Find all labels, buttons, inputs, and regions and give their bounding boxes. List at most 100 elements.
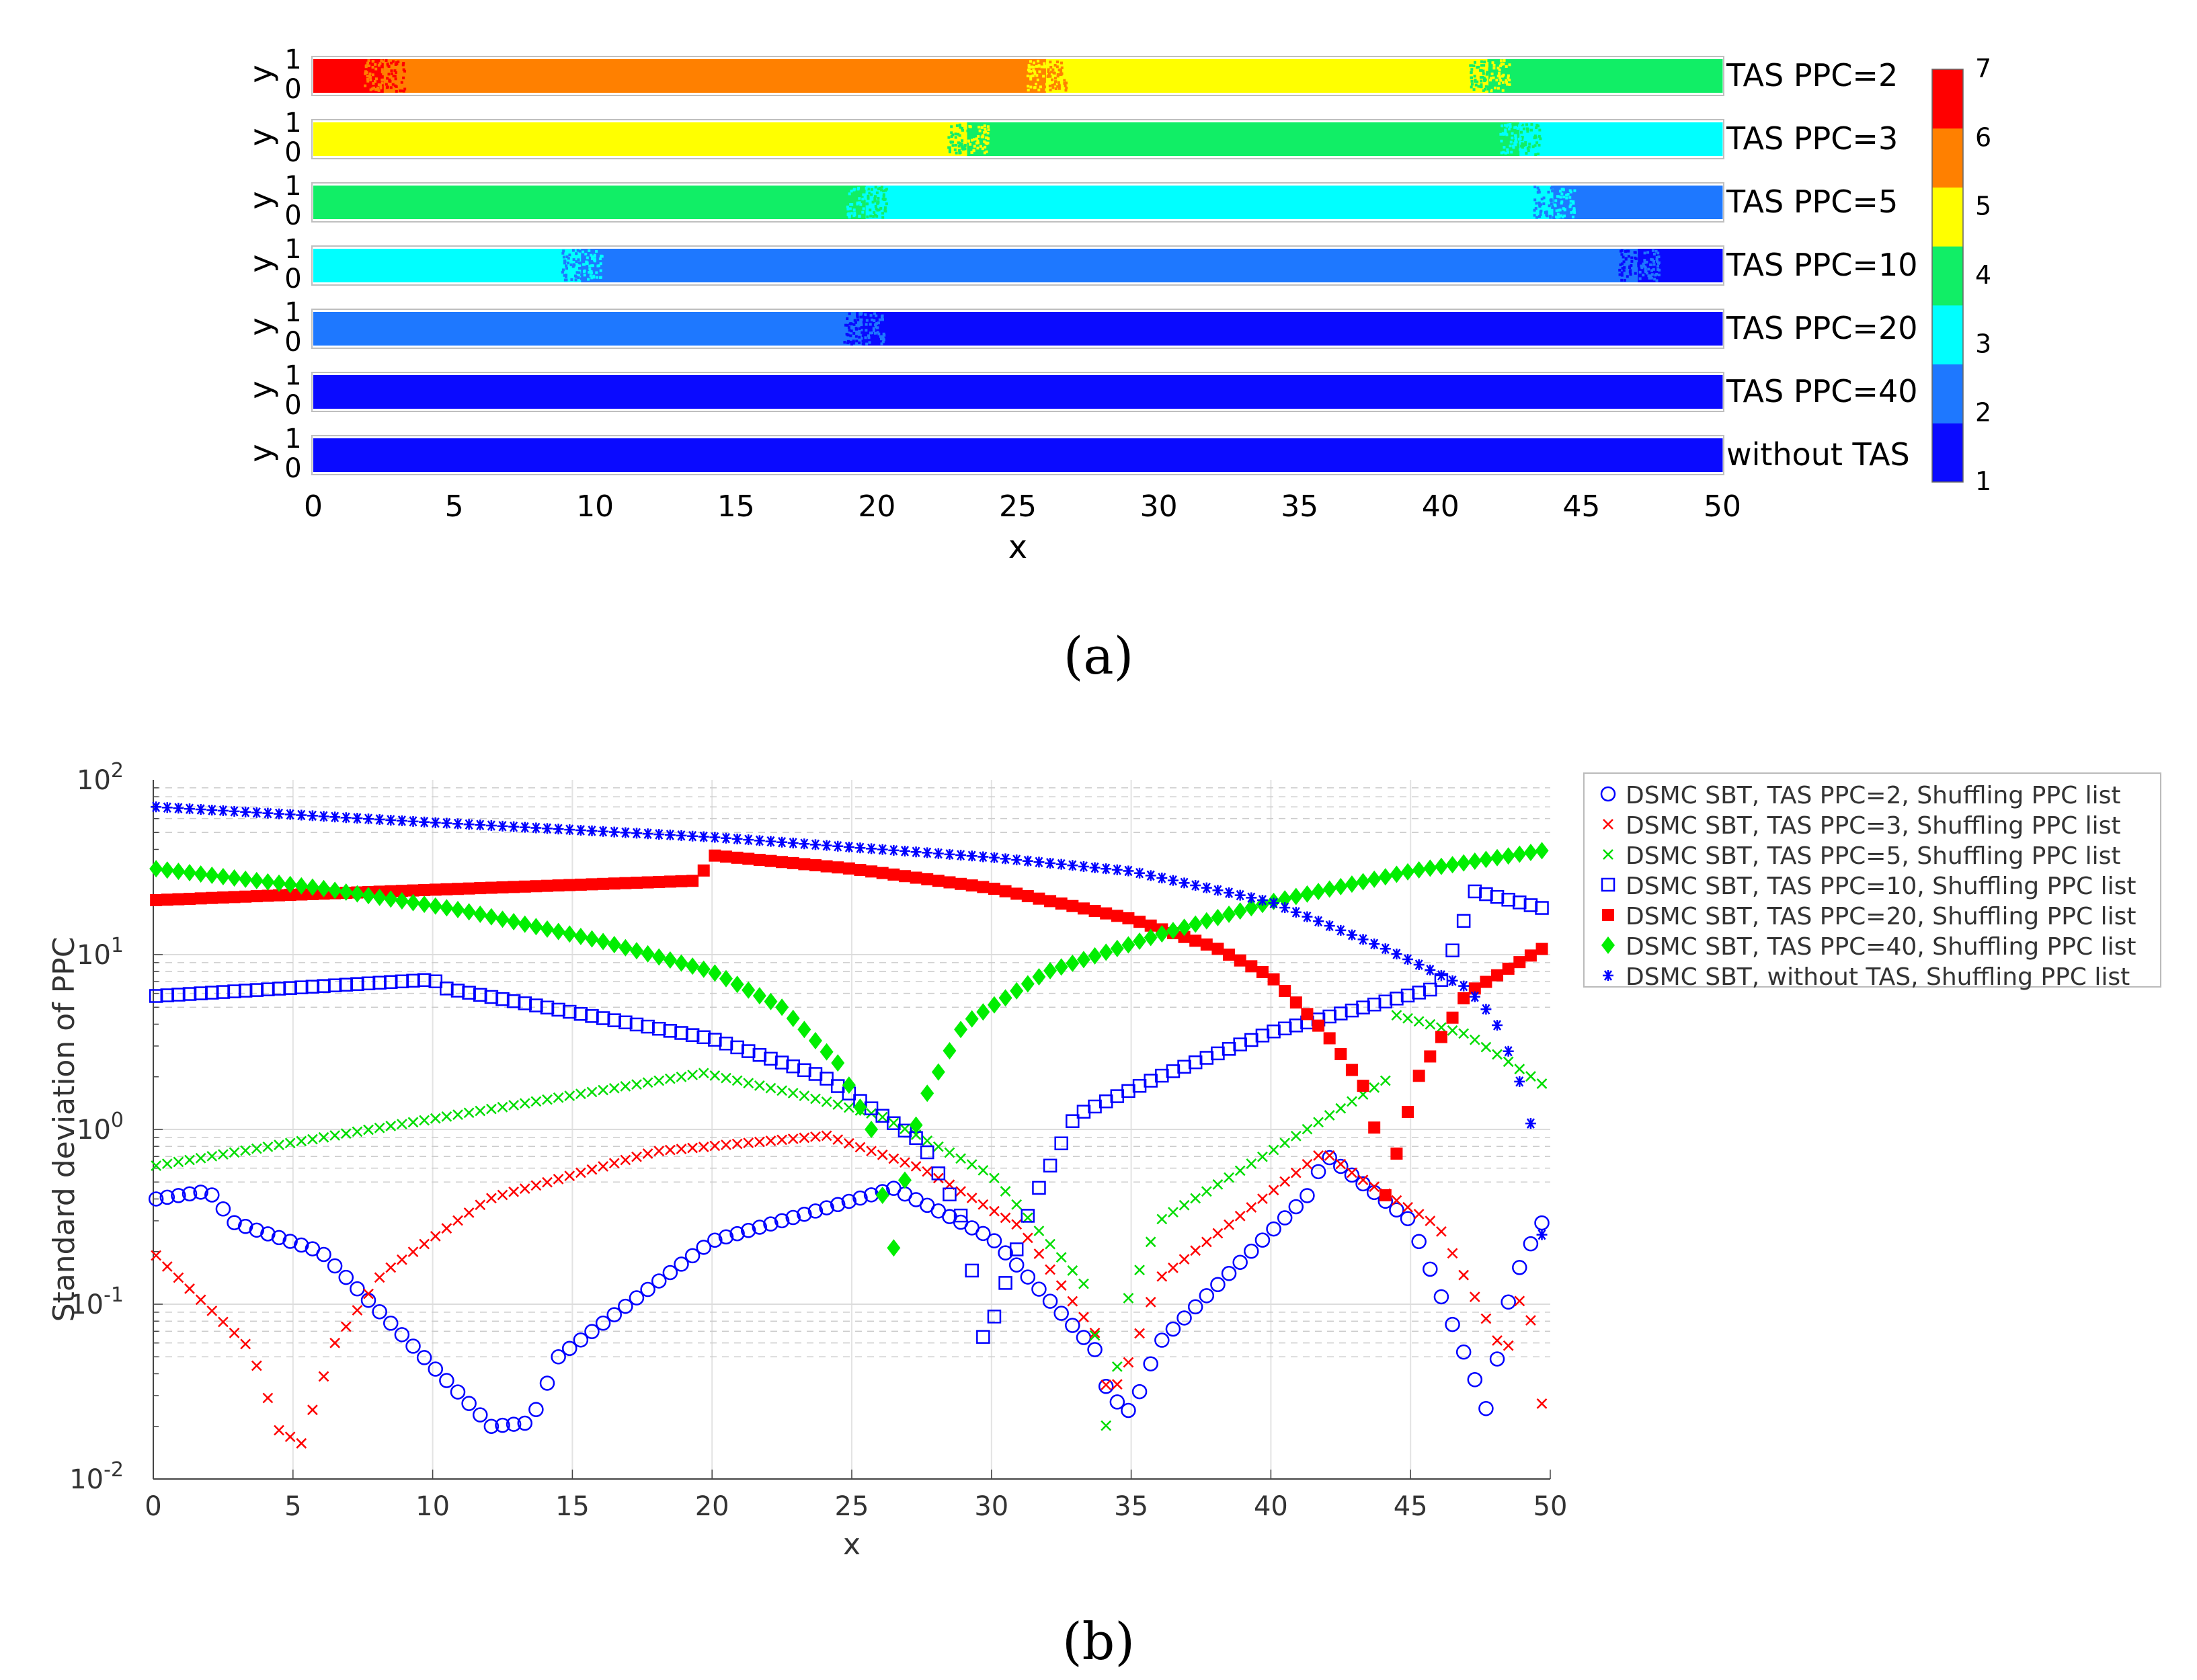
strip-speckle [870, 188, 873, 191]
strip-segment [313, 122, 968, 156]
marker-filled-square [395, 885, 408, 897]
strip-segment [313, 312, 863, 346]
marker-diamond [1010, 982, 1024, 1000]
marker-diamond [1423, 859, 1437, 877]
marker-diamond [205, 867, 219, 885]
strip-speckle [850, 212, 853, 215]
marker-circle [148, 1191, 164, 1207]
marker-asterisk [251, 807, 262, 818]
marker-circle [1143, 1356, 1158, 1371]
marker-x [1011, 1219, 1023, 1230]
strip-speckle [374, 63, 377, 66]
marker-diamond [764, 992, 778, 1010]
strip-speckle [947, 136, 951, 139]
x-tick-label: 0 [304, 489, 323, 524]
marker-asterisk [776, 836, 788, 848]
strip-speckle [1511, 145, 1515, 148]
marker-x [810, 1093, 821, 1105]
colorbar-swatch [1932, 305, 1963, 365]
marker-asterisk [1425, 964, 1436, 975]
strip-speckle [1042, 75, 1045, 78]
marker-square [585, 1009, 599, 1023]
strip-speckle [1656, 268, 1660, 271]
strip-speckle [1629, 269, 1632, 272]
marker-x [1492, 1335, 1503, 1346]
marker-x [397, 1254, 407, 1265]
marker-filled-square [965, 879, 978, 892]
strip-speckle [966, 129, 969, 132]
marker-x [1123, 1293, 1134, 1304]
marker-x [419, 1238, 430, 1250]
strip-speckle [1551, 205, 1554, 208]
strip-speckle [850, 329, 853, 333]
marker-x [1279, 1137, 1291, 1149]
panel-a-heatmap: y 10 TAS PPC=2y 10 TAS PPC=3y 10 TAS PPC=5y 10 T… [243, 44, 1918, 566]
strip-speckle [1496, 67, 1500, 70]
strip-speckle [393, 84, 397, 87]
marker-square [641, 1019, 655, 1034]
marker-filled-square [216, 891, 229, 904]
strip-speckle [865, 187, 868, 190]
marker-diamond [1199, 912, 1213, 930]
marker-circle [752, 1219, 768, 1235]
marker-x [1402, 1012, 1413, 1024]
strip-speckle [1535, 123, 1539, 126]
marker-asterisk [441, 817, 452, 829]
marker-circle [237, 1219, 253, 1234]
strip-speckle [1029, 77, 1033, 81]
marker-circle [1199, 1288, 1215, 1304]
marker-circle [1344, 1167, 1360, 1183]
strip-speckle [1491, 61, 1494, 65]
marker-x [508, 1100, 520, 1111]
strip-speckle [1482, 72, 1485, 75]
strip-speckle [391, 60, 395, 63]
strip-speckle [590, 276, 594, 280]
marker-circle [975, 1226, 991, 1242]
marker-x [452, 1109, 463, 1120]
marker-asterisk [642, 828, 653, 840]
strip-speckle [378, 62, 382, 65]
strip-speckle [565, 274, 568, 277]
strip-speckle [1065, 86, 1068, 89]
marker-x [374, 1272, 385, 1283]
strip-speckle [948, 151, 951, 154]
marker-square [216, 985, 231, 999]
strip-speckle [1642, 264, 1646, 268]
strip-speckle [873, 213, 877, 216]
marker-diamond [1043, 961, 1057, 979]
strip-speckle [881, 335, 885, 338]
marker-filled-square [1066, 899, 1079, 912]
marker-circle [539, 1375, 555, 1391]
marker-asterisk [1346, 929, 1357, 941]
marker-x [352, 1126, 363, 1137]
strip-speckle [1490, 77, 1493, 80]
strip-label: TAS PPC=10 [1726, 247, 1918, 283]
strip-speckle [578, 249, 582, 253]
marker-x [1425, 1018, 1436, 1030]
marker-x [1302, 1158, 1313, 1170]
marker-filled-square [1491, 969, 1504, 982]
marker-x [910, 1160, 922, 1172]
marker-filled-square [1200, 938, 1213, 951]
strip-segment [1553, 186, 1723, 219]
marker-x [955, 1186, 966, 1197]
marker-x [955, 1153, 966, 1164]
marker-diamond [607, 936, 621, 954]
strip-speckle [865, 323, 868, 326]
y-tick-label: 100 [77, 1109, 124, 1146]
strip-speckle [583, 269, 586, 272]
marker-circle [394, 1327, 410, 1343]
strip-speckle [589, 274, 592, 278]
strip-speckle [1524, 141, 1527, 145]
strip-speckle [879, 335, 882, 338]
marker-square [149, 989, 163, 1003]
strip-speckle [371, 73, 374, 77]
marker-asterisk [932, 848, 944, 859]
strip-speckle [848, 192, 851, 196]
strip-speckle [957, 145, 961, 148]
strip-y-tick: 1 [284, 234, 301, 265]
strip-speckle [861, 331, 864, 334]
strip-speckle [850, 322, 854, 325]
strip-speckle [1655, 255, 1659, 259]
marker-circle [327, 1258, 343, 1274]
